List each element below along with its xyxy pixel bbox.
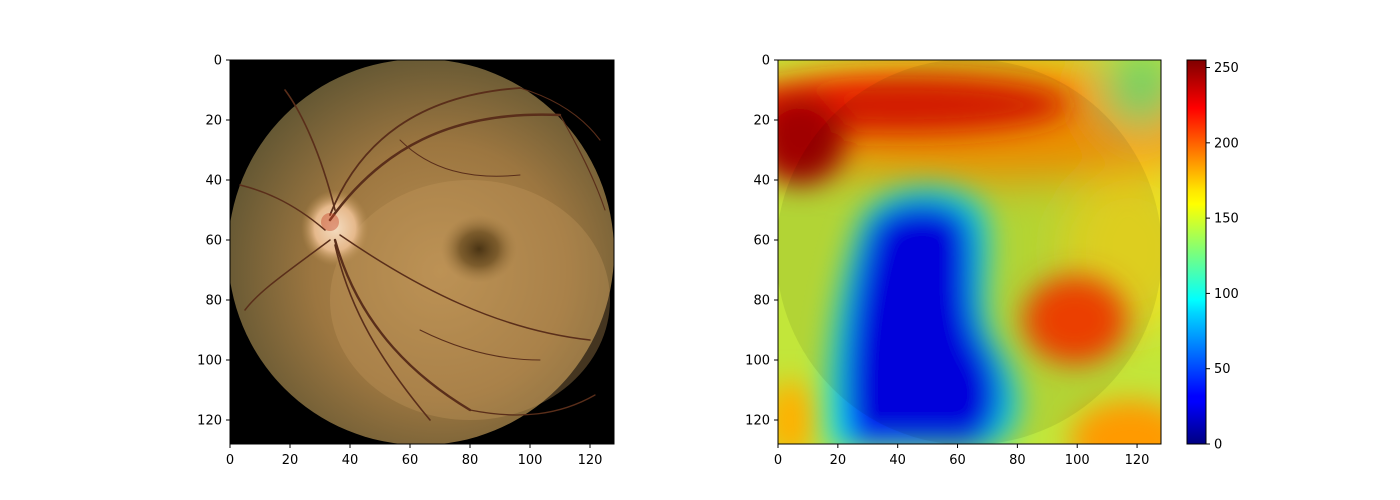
fovea [441, 215, 517, 283]
right-axes-frame [777, 59, 1162, 445]
left-ytick-label: 20 [205, 114, 222, 129]
colorbar-tick-label: 250 [1214, 61, 1239, 76]
right-xtick-label: 120 [1125, 453, 1150, 468]
heatmap-panel [778, 60, 1161, 444]
right-ytick-label: 20 [753, 114, 770, 129]
right-xtick-label: 100 [1065, 453, 1090, 468]
left-xtick-label: 0 [226, 453, 234, 468]
left-ytick-label: 40 [205, 174, 222, 189]
left-ytick-label: 60 [205, 234, 222, 249]
right-ytick-label: 40 [753, 174, 770, 189]
left-ytick-label: 80 [205, 294, 222, 309]
right-ytick-label: 60 [753, 234, 770, 249]
left-ytick-label: 120 [197, 414, 222, 429]
fundus-panel [230, 60, 614, 444]
colorbar-tick-label: 200 [1214, 136, 1239, 151]
left-xtick-label: 60 [402, 453, 419, 468]
colorbar-tick-label: 150 [1214, 212, 1239, 227]
colorbar-ticks: 0 50 100 150 200 250 [1206, 61, 1239, 453]
right-xtick-label: 60 [949, 453, 966, 468]
left-xtick-label: 20 [282, 453, 299, 468]
colorbar-tick-label: 50 [1214, 362, 1231, 377]
left-xtick-label: 100 [518, 453, 543, 468]
optic-disc [301, 190, 369, 266]
right-axis-ticks: 0 20 40 60 80 100 120 0 20 40 60 80 100 120 [745, 54, 1149, 469]
left-ytick-label: 100 [197, 354, 222, 369]
fundus-overlay-shadow [778, 60, 1161, 444]
right-xtick-label: 80 [1009, 453, 1026, 468]
left-xtick-label: 120 [578, 453, 603, 468]
left-ytick-label: 0 [214, 54, 222, 69]
right-xtick-label: 40 [889, 453, 906, 468]
left-xtick-label: 40 [342, 453, 359, 468]
right-ytick-label: 0 [762, 54, 770, 69]
right-ytick-label: 120 [745, 414, 770, 429]
right-ytick-label: 80 [753, 294, 770, 309]
left-axis-ticks: 0 20 40 60 80 100 120 0 20 40 60 80 100 120 [197, 54, 602, 469]
right-xtick-label: 20 [830, 453, 847, 468]
left-xtick-label: 80 [462, 453, 479, 468]
colorbar [1186, 59, 1207, 445]
right-xtick-label: 0 [774, 453, 782, 468]
colorbar-tick-label: 0 [1214, 438, 1222, 453]
fundus-disc [230, 60, 614, 444]
blood-vessels [239, 87, 606, 421]
right-ytick-label: 100 [745, 354, 770, 369]
left-axes-frame [229, 59, 615, 445]
colorbar-tick-label: 100 [1214, 287, 1239, 302]
